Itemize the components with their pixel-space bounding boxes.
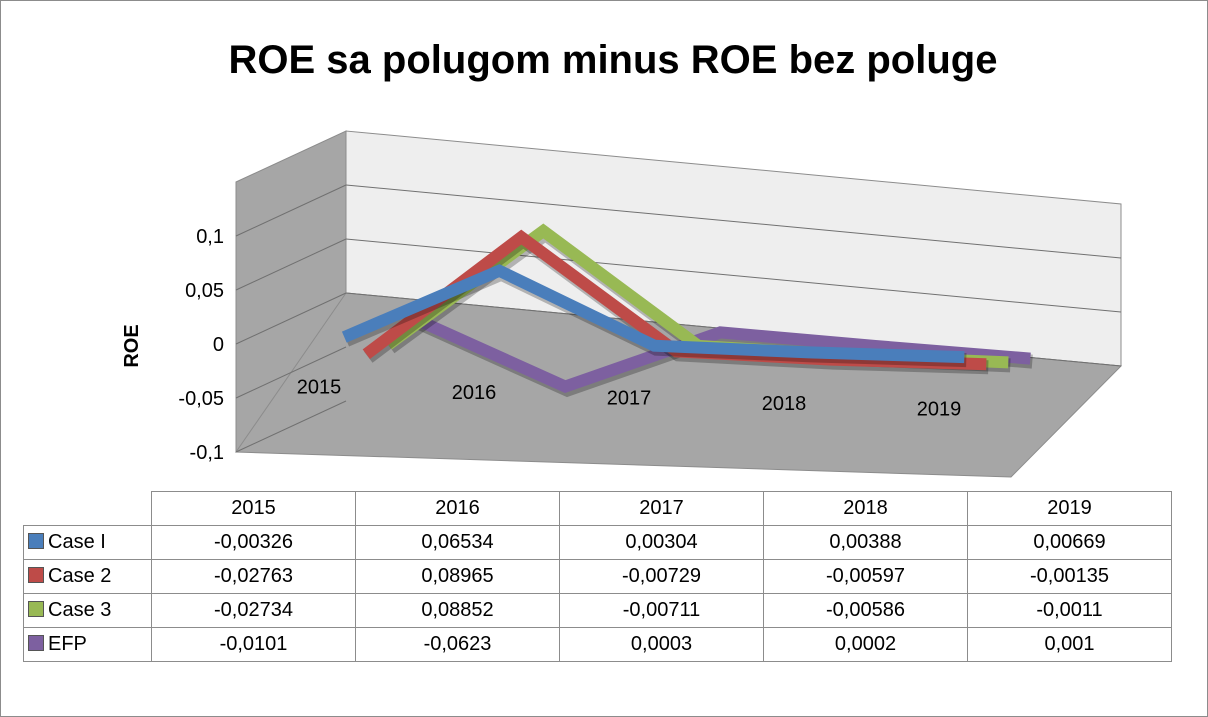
table-value: -0,00729 — [559, 559, 764, 594]
table-value: -0,00586 — [763, 593, 968, 628]
line-series — [341, 264, 965, 364]
table-row: Case 2 -0,02763 0,08965 -0,00729 -0,00597 -0,… — [23, 559, 1172, 594]
data-table: 2015 2016 2017 2018 2019 Case I -0,00326 0,0653… — [23, 491, 1172, 662]
y-tick-label: -0,1 — [190, 442, 224, 464]
table-value: -0,00135 — [967, 559, 1172, 594]
table-header-row: 2015 2016 2017 2018 2019 — [23, 491, 1172, 526]
y-axis-label: ROE — [121, 324, 143, 367]
grid-line — [235, 400, 347, 453]
table-value: 0,00304 — [559, 525, 764, 560]
table-header-cell: 2016 — [355, 491, 560, 526]
y-tick-label: -0,05 — [178, 388, 224, 410]
table-value: 0,0003 — [559, 627, 764, 662]
grid-line — [235, 292, 347, 345]
table-value: 0,08965 — [355, 559, 560, 594]
legend-label: Case 3 — [48, 599, 112, 621]
x-tick-label: 2017 — [607, 387, 652, 409]
legend-cell: Case 3 — [23, 593, 152, 628]
table-header-cell: 2015 — [151, 491, 356, 526]
legend-key — [28, 601, 44, 617]
table-header-cell: 2019 — [967, 491, 1172, 526]
table-value: -0,02763 — [151, 559, 356, 594]
grid-line — [235, 346, 347, 399]
table-value: 0,00669 — [967, 525, 1172, 560]
grid-line — [235, 184, 347, 237]
legend-cell: Case I — [23, 525, 152, 560]
grid-line — [345, 238, 1122, 313]
table-value: -0,0101 — [151, 627, 356, 662]
table-row: Case 3 -0,02734 0,08852 -0,00711 -0,00586 -0,… — [23, 593, 1172, 628]
table-value: -0,02734 — [151, 593, 356, 628]
legend-key — [28, 635, 44, 651]
legend-label: EFP — [48, 633, 87, 655]
table-value: 0,0002 — [763, 627, 968, 662]
x-tick-label: 2015 — [297, 376, 342, 398]
legend-label: Case I — [48, 531, 106, 553]
table-header-cell: 2018 — [763, 491, 968, 526]
y-tick-label: 0,05 — [185, 280, 224, 302]
table-row: EFP -0,0101 -0,0623 0,0003 0,0002 0,001 — [23, 627, 1172, 662]
grid-line — [235, 238, 347, 291]
table-value: -0,00326 — [151, 525, 356, 560]
table-value: -0,00597 — [763, 559, 968, 594]
x-tick-label: 2018 — [762, 393, 807, 415]
legend-cell: Case 2 — [23, 559, 152, 594]
table-value: -0,0011 — [967, 593, 1172, 628]
legend-key — [28, 533, 44, 549]
table-value: 0,08852 — [355, 593, 560, 628]
table-value: 0,001 — [967, 627, 1172, 662]
grid-line — [345, 184, 1122, 259]
legend-label: Case 2 — [48, 565, 112, 587]
table-value: -0,00711 — [559, 593, 764, 628]
table-value: 0,06534 — [355, 525, 560, 560]
table-value: 0,00388 — [763, 525, 968, 560]
legend-cell: EFP — [23, 627, 152, 662]
table-row: Case I -0,00326 0,06534 0,00304 0,00388 0,006… — [23, 525, 1172, 560]
x-tick-label: 2016 — [452, 382, 497, 404]
table-header-cell: 2017 — [559, 491, 764, 526]
x-tick-label: 2019 — [917, 398, 962, 420]
y-tick-label: 0 — [213, 334, 224, 356]
legend-key — [28, 567, 44, 583]
y-tick-label: 0,1 — [196, 226, 224, 248]
chart-title: ROE sa polugom minus ROE bez poluge — [229, 38, 998, 82]
table-value: -0,0623 — [355, 627, 560, 662]
table-corner — [23, 491, 152, 526]
